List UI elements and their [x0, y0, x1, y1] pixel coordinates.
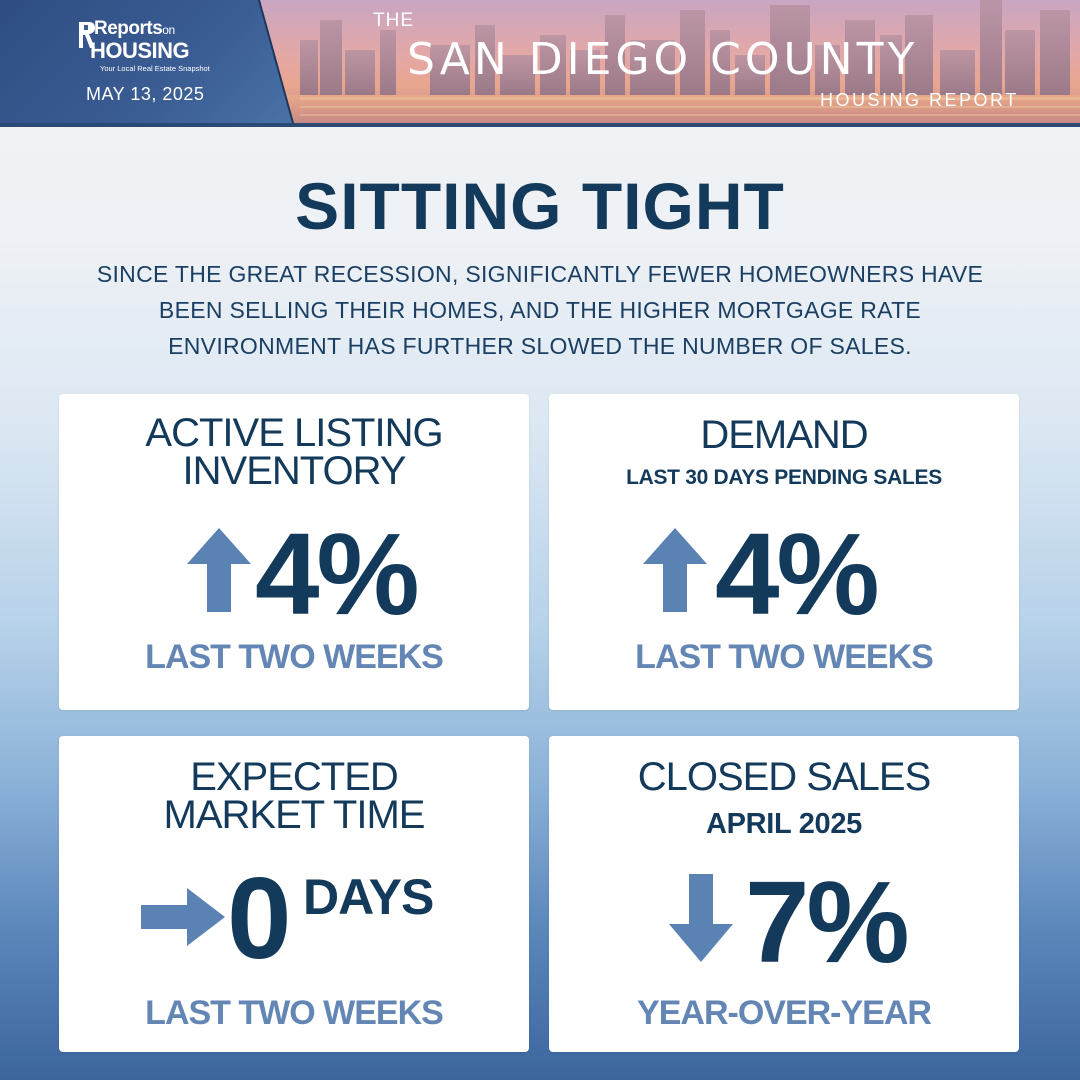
- closed-sales-subtitle: APRIL 2025: [705, 808, 863, 840]
- demand-value: 4%: [715, 509, 880, 639]
- market-time-unit: DAYS: [303, 869, 434, 925]
- market-time-card: EXPECTED MARKET TIME 0 DAYS LAST TWO WEE…: [59, 736, 529, 1052]
- arrow-down-icon: [669, 874, 733, 962]
- closed-sales-footer: YEAR-OVER-YEAR: [637, 994, 932, 1032]
- closed-sales-card: CLOSED SALES APRIL 2025 7% YEAR-OVER-YEA…: [549, 736, 1019, 1052]
- logo-housing-text: HOUSING: [90, 38, 190, 63]
- header-banner: Reportson HOUSING Your Local Real Estate…: [0, 0, 1080, 127]
- brand-panel: [0, 0, 292, 123]
- market-time-value: 0: [227, 853, 291, 983]
- demand-title: DEMAND: [700, 413, 868, 457]
- closed-sales-value: 7%: [745, 857, 910, 987]
- demand-card: DEMAND LAST 30 DAYS PENDING SALES 4% LAS…: [549, 394, 1019, 710]
- market-time-title: EXPECTED MARKET TIME: [163, 755, 426, 837]
- page-subtitle: SINCE THE GREAT RECESSION, SIGNIFICANTLY…: [96, 261, 984, 359]
- page-title: SITTING TIGHT: [295, 169, 785, 243]
- report-date: MAY 13, 2025: [86, 84, 205, 104]
- demand-subtitle: LAST 30 DAYS PENDING SALES: [626, 466, 942, 489]
- logo-tagline: Your Local Real Estate Snapshot: [100, 64, 210, 73]
- arrow-up-icon: [187, 528, 251, 612]
- arrow-up-icon: [643, 528, 707, 612]
- house-logo-icon: [79, 22, 95, 48]
- reports-on-housing-logo: Reportson HOUSING Your Local Real Estate…: [76, 18, 226, 76]
- closed-sales-title: CLOSED SALES: [637, 755, 932, 799]
- logo-reports-text: Reportson: [94, 18, 175, 39]
- inventory-value: 4%: [255, 509, 420, 639]
- inventory-title: ACTIVE LISTING INVENTORY: [145, 411, 443, 493]
- header-report-subtitle: HOUSING REPORT: [820, 90, 1019, 110]
- header-the: THE: [373, 10, 414, 31]
- inventory-card: ACTIVE LISTING INVENTORY 4% LAST TWO WEE…: [59, 394, 529, 710]
- inventory-footer: LAST TWO WEEKS: [145, 638, 444, 676]
- demand-footer: LAST TWO WEEKS: [635, 638, 934, 676]
- arrow-right-icon: [141, 888, 225, 946]
- header-county-title: SAN DIEGO COUNTY: [407, 34, 919, 85]
- market-time-footer: LAST TWO WEEKS: [145, 994, 444, 1032]
